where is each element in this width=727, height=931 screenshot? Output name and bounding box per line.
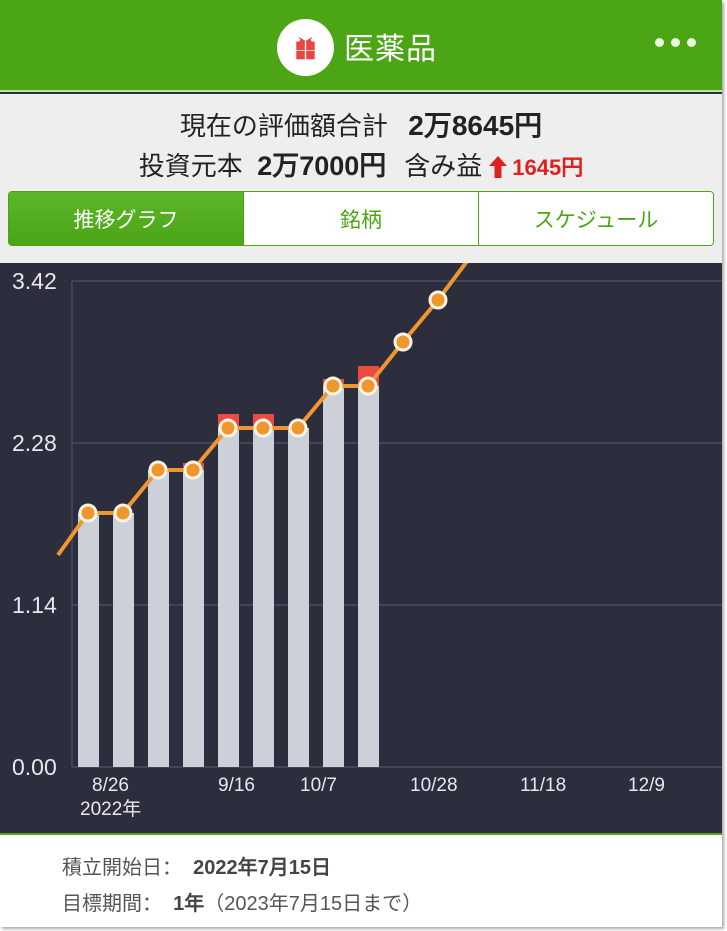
svg-text:3.42: 3.42 <box>12 268 57 294</box>
svg-text:10/28: 10/28 <box>410 775 458 796</box>
svg-text:2.28: 2.28 <box>12 430 57 456</box>
svg-text:2022年: 2022年 <box>80 798 141 820</box>
svg-text:11/18: 11/18 <box>520 775 566 796</box>
svg-text:0.00: 0.00 <box>12 754 57 780</box>
svg-text:1.14: 1.14 <box>12 592 57 618</box>
svg-text:8/26: 8/26 <box>92 775 129 796</box>
svg-text:10/7: 10/7 <box>300 775 337 796</box>
svg-text:12/9: 12/9 <box>628 775 665 796</box>
svg-text:9/16: 9/16 <box>218 775 255 796</box>
